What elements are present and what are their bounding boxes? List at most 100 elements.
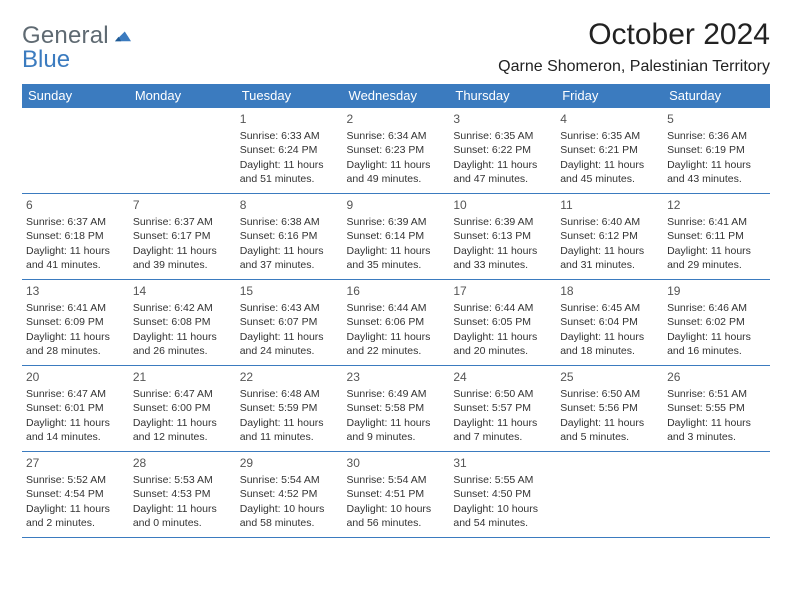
day-daylight1: Daylight: 11 hours [453, 330, 552, 344]
day-daylight2: and 54 minutes. [453, 516, 552, 530]
calendar-week-row: 13Sunrise: 6:41 AMSunset: 6:09 PMDayligh… [22, 280, 770, 366]
day-daylight2: and 58 minutes. [240, 516, 339, 530]
calendar-day-cell: 6 Sunrise: 6:37 AMSunset: 6:18 PMDaylight… [22, 194, 129, 280]
day-number: 25 [560, 369, 659, 385]
day-daylight2: and 31 minutes. [560, 258, 659, 272]
day-daylight1: Daylight: 10 hours [240, 502, 339, 516]
calendar-table: Sunday Monday Tuesday Wednesday Thursday… [22, 84, 770, 538]
day-sunset: Sunset: 5:57 PM [453, 401, 552, 415]
day-daylight2: and 2 minutes. [26, 516, 125, 530]
day-sunset: Sunset: 6:18 PM [26, 229, 125, 243]
day-sunset: Sunset: 4:52 PM [240, 487, 339, 501]
day-daylight1: Daylight: 10 hours [347, 502, 446, 516]
day-daylight1: Daylight: 11 hours [560, 416, 659, 430]
day-sunset: Sunset: 6:00 PM [133, 401, 232, 415]
day-sunrise: Sunrise: 6:41 AM [26, 301, 125, 315]
calendar-day-cell: 28Sunrise: 5:53 AMSunset: 4:53 PMDayligh… [129, 452, 236, 538]
day-number: 13 [26, 283, 125, 299]
day-daylight2: and 26 minutes. [133, 344, 232, 358]
day-sunrise: Sunrise: 6:37 AM [26, 215, 125, 229]
day-sunrise: Sunrise: 6:40 AM [560, 215, 659, 229]
day-daylight1: Daylight: 11 hours [26, 244, 125, 258]
calendar-day-cell: 25Sunrise: 6:50 AMSunset: 5:56 PMDayligh… [556, 366, 663, 452]
day-number: 16 [347, 283, 446, 299]
day-daylight2: and 18 minutes. [560, 344, 659, 358]
day-number: 3 [453, 111, 552, 127]
calendar-day-cell: 2Sunrise: 6:34 AMSunset: 6:23 PMDaylight… [343, 108, 450, 194]
day-sunrise: Sunrise: 6:51 AM [667, 387, 766, 401]
calendar-body: 1Sunrise: 6:33 AMSunset: 6:24 PMDaylight… [22, 108, 770, 538]
day-number: 18 [560, 283, 659, 299]
calendar-day-cell: 20Sunrise: 6:47 AMSunset: 6:01 PMDayligh… [22, 366, 129, 452]
calendar-week-row: 1Sunrise: 6:33 AMSunset: 6:24 PMDaylight… [22, 108, 770, 194]
day-sunset: Sunset: 4:54 PM [26, 487, 125, 501]
day-sunset: Sunset: 6:09 PM [26, 315, 125, 329]
calendar-day-cell: 7Sunrise: 6:37 AMSunset: 6:17 PMDaylight… [129, 194, 236, 280]
day-number: 14 [133, 283, 232, 299]
calendar-day-cell: 3Sunrise: 6:35 AMSunset: 6:22 PMDaylight… [449, 108, 556, 194]
day-daylight1: Daylight: 11 hours [347, 416, 446, 430]
day-number: 7 [133, 197, 232, 213]
day-sunrise: Sunrise: 6:46 AM [667, 301, 766, 315]
day-daylight2: and 7 minutes. [453, 430, 552, 444]
day-sunrise: Sunrise: 6:48 AM [240, 387, 339, 401]
day-sunset: Sunset: 6:19 PM [667, 143, 766, 157]
day-daylight1: Daylight: 11 hours [347, 330, 446, 344]
weekday-header: Friday [556, 84, 663, 108]
day-daylight1: Daylight: 11 hours [133, 244, 232, 258]
day-sunset: Sunset: 6:05 PM [453, 315, 552, 329]
day-number: 1 [240, 111, 339, 127]
calendar-day-cell [129, 108, 236, 194]
page-header: GeneralBlue October 2024 Qarne Shomeron,… [22, 18, 770, 76]
day-number: 29 [240, 455, 339, 471]
day-daylight2: and 39 minutes. [133, 258, 232, 272]
day-sunset: Sunset: 4:50 PM [453, 487, 552, 501]
weekday-header-row: Sunday Monday Tuesday Wednesday Thursday… [22, 84, 770, 108]
day-daylight2: and 47 minutes. [453, 172, 552, 186]
day-number: 23 [347, 369, 446, 385]
day-sunset: Sunset: 6:14 PM [347, 229, 446, 243]
day-sunrise: Sunrise: 6:44 AM [347, 301, 446, 315]
day-sunrise: Sunrise: 6:43 AM [240, 301, 339, 315]
day-daylight2: and 24 minutes. [240, 344, 339, 358]
day-daylight1: Daylight: 11 hours [240, 158, 339, 172]
day-sunrise: Sunrise: 6:49 AM [347, 387, 446, 401]
calendar-day-cell: 17Sunrise: 6:44 AMSunset: 6:05 PMDayligh… [449, 280, 556, 366]
logo-word-blue: Blue [22, 46, 70, 73]
day-number: 19 [667, 283, 766, 299]
day-number: 22 [240, 369, 339, 385]
calendar-day-cell: 12Sunrise: 6:41 AMSunset: 6:11 PMDayligh… [663, 194, 770, 280]
day-number: 10 [453, 197, 552, 213]
day-sunset: Sunset: 5:56 PM [560, 401, 659, 415]
weekday-header: Wednesday [343, 84, 450, 108]
day-daylight2: and 56 minutes. [347, 516, 446, 530]
day-sunset: Sunset: 6:08 PM [133, 315, 232, 329]
calendar-day-cell: 16Sunrise: 6:44 AMSunset: 6:06 PMDayligh… [343, 280, 450, 366]
calendar-week-row: 27Sunrise: 5:52 AMSunset: 4:54 PMDayligh… [22, 452, 770, 538]
day-daylight2: and 3 minutes. [667, 430, 766, 444]
day-sunrise: Sunrise: 6:47 AM [26, 387, 125, 401]
calendar-day-cell: 14Sunrise: 6:42 AMSunset: 6:08 PMDayligh… [129, 280, 236, 366]
day-sunset: Sunset: 6:17 PM [133, 229, 232, 243]
day-daylight1: Daylight: 11 hours [560, 244, 659, 258]
day-daylight1: Daylight: 11 hours [26, 416, 125, 430]
day-daylight1: Daylight: 11 hours [133, 416, 232, 430]
location-subtitle: Qarne Shomeron, Palestinian Territory [498, 58, 770, 76]
day-number: 6 [26, 197, 125, 213]
day-daylight1: Daylight: 11 hours [453, 416, 552, 430]
day-number: 26 [667, 369, 766, 385]
day-sunrise: Sunrise: 6:33 AM [240, 129, 339, 143]
calendar-day-cell: 30Sunrise: 5:54 AMSunset: 4:51 PMDayligh… [343, 452, 450, 538]
day-daylight2: and 28 minutes. [26, 344, 125, 358]
day-number: 2 [347, 111, 446, 127]
calendar-day-cell: 4Sunrise: 6:35 AMSunset: 6:21 PMDaylight… [556, 108, 663, 194]
title-block: October 2024 Qarne Shomeron, Palestinian… [498, 18, 770, 76]
day-daylight2: and 16 minutes. [667, 344, 766, 358]
day-sunrise: Sunrise: 5:55 AM [453, 473, 552, 487]
day-daylight2: and 43 minutes. [667, 172, 766, 186]
logo-mark-icon [113, 24, 133, 48]
day-sunset: Sunset: 6:16 PM [240, 229, 339, 243]
day-daylight1: Daylight: 11 hours [26, 330, 125, 344]
day-daylight2: and 20 minutes. [453, 344, 552, 358]
day-sunset: Sunset: 6:21 PM [560, 143, 659, 157]
